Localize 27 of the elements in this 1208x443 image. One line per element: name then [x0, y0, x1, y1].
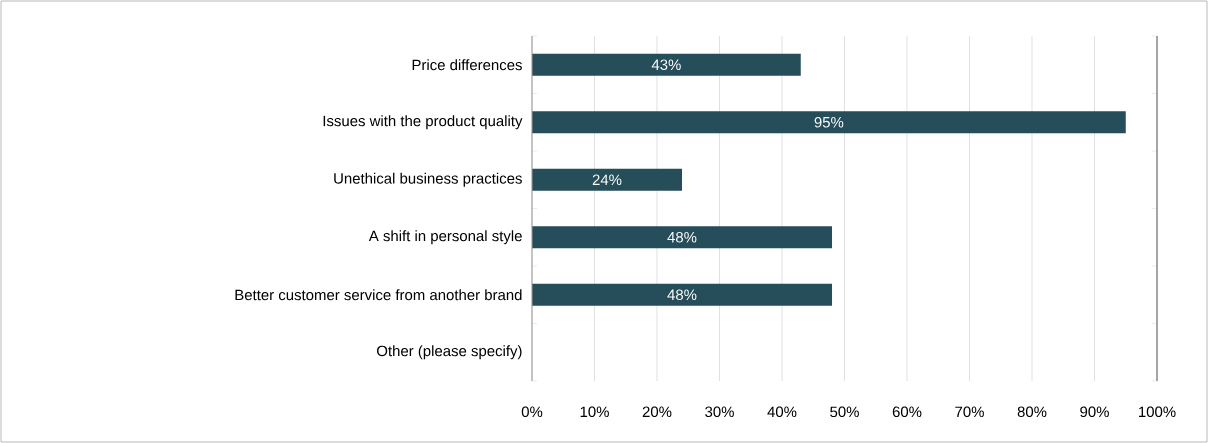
bar	[532, 168, 683, 191]
x-tick-label: 90%	[1080, 406, 1109, 418]
data-label: 95%	[814, 116, 844, 128]
data-label: 48%	[667, 231, 697, 243]
x-tick-label: 0%	[521, 406, 543, 418]
bar	[532, 283, 833, 306]
data-label: 24%	[592, 174, 622, 186]
x-tick-label: 70%	[955, 406, 984, 418]
x-tick-label: 10%	[580, 406, 609, 418]
bar	[532, 226, 833, 249]
y-tick-label: Unethical business practices	[334, 172, 522, 187]
x-tick-label: 60%	[892, 406, 922, 418]
y-tick-label: Other (please specify)	[377, 345, 522, 360]
data-label: 48%	[667, 289, 697, 301]
x-tick-label: 80%	[1017, 406, 1047, 418]
bar	[532, 53, 801, 76]
y-tick-label: Price differences	[412, 59, 522, 71]
data-label: 43%	[651, 59, 681, 71]
x-tick-label: 40%	[767, 406, 797, 418]
x-tick-label: 20%	[642, 406, 672, 418]
x-tick-label: 50%	[830, 406, 859, 418]
y-tick-label: Issues with the product quality	[323, 115, 523, 130]
x-tick-label: 100%	[1139, 406, 1176, 418]
x-tick-label: 30%	[705, 406, 734, 418]
bar	[532, 111, 1126, 134]
y-tick-label: A shift in personal style	[368, 230, 522, 245]
y-tick-label: Better customer service from another brand	[235, 289, 522, 301]
